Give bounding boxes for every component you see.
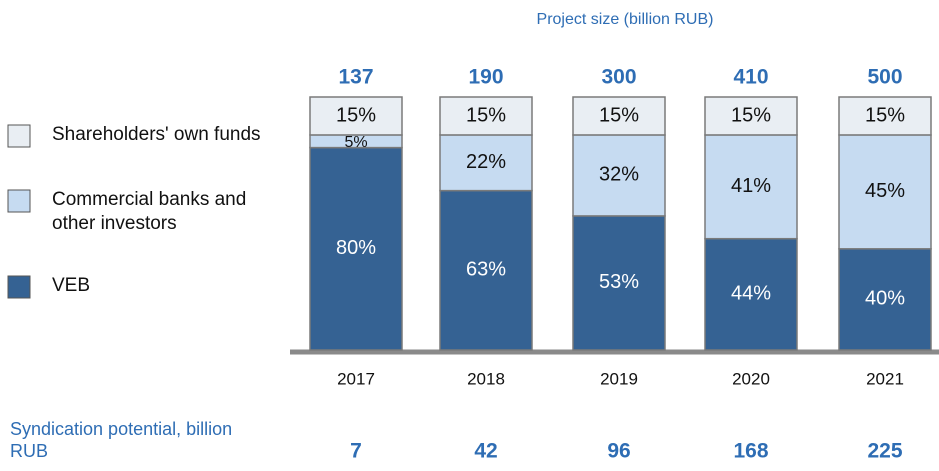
value-label: 15% [731,104,771,126]
legend-swatch [7,275,31,299]
x-tick-label: 2017 [337,369,375,388]
legend-swatch [7,189,31,213]
value-label: 53% [599,271,639,293]
x-tick-label: 2021 [866,369,904,388]
total-label: 500 [867,66,902,89]
bar-segment [704,96,798,136]
bar-segment [704,237,798,351]
value-label: 32% [599,164,639,186]
chart-title: Project size (billion RUB) [537,11,714,28]
legend-label: Commercial banks and other investors [52,189,247,234]
x-tick-label: 2020 [732,369,770,388]
value-label: 80% [336,237,376,259]
x-tick-label: 2018 [467,369,505,388]
legend-label: Shareholders' own funds [52,124,261,145]
syndication-value: 42 [474,440,497,463]
syndication-value: 225 [867,440,902,463]
bar-segment [838,248,932,351]
total-label: 190 [468,66,503,89]
bar-segment [838,134,932,250]
bar-segment [704,134,798,240]
value-label: 5% [344,134,367,151]
bar-segment [838,96,932,136]
value-label: 15% [336,104,376,126]
bar-segment [439,189,533,351]
value-label: 15% [466,104,506,126]
legend-swatch [7,124,31,148]
value-label: 15% [599,104,639,126]
total-label: 300 [601,66,636,89]
total-label: 410 [733,66,768,89]
value-label: 22% [466,151,506,173]
bar-segment [439,134,533,192]
syndication-value: 96 [607,440,630,463]
bar-segment [572,96,666,136]
bar-segment [309,146,403,351]
value-label: 15% [865,104,905,126]
syndication-value: 7 [350,440,362,463]
value-label: 63% [466,259,506,281]
value-label: 40% [865,288,905,310]
total-label: 137 [338,66,373,89]
value-label: 45% [865,180,905,202]
syndication-label: Syndication potential, billion RUB [10,419,233,461]
legend-label: VEB [52,275,91,296]
syndication-value: 168 [733,440,768,463]
value-label: 41% [731,175,771,197]
x-tick-label: 2019 [600,369,638,388]
bar-segment [439,96,533,136]
value-label: 44% [731,283,771,305]
bar-segment [309,96,403,136]
bar-segment [572,134,666,217]
bar-segment [572,215,666,351]
